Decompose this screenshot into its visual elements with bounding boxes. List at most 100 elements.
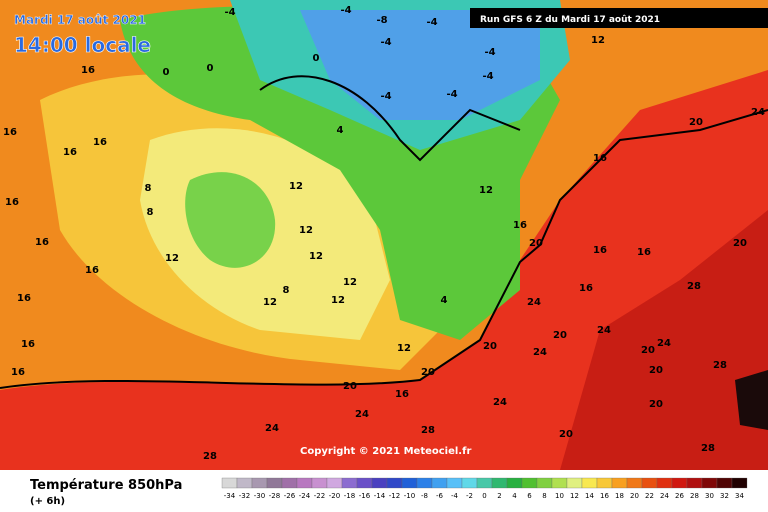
run-info: Run GFS 6 Z du Mardi 17 août 2021 xyxy=(480,15,660,25)
scale-swatch xyxy=(596,477,613,489)
contour-label: 20 xyxy=(559,429,573,440)
contour-label: 16 xyxy=(35,237,49,248)
hot-zone xyxy=(560,210,768,470)
time: 14:00 locale xyxy=(14,33,151,57)
contour-label: 24 xyxy=(493,397,507,408)
contour-label: -4 xyxy=(380,37,391,48)
date: Mardi 17 août 2021 xyxy=(14,13,146,27)
scale-swatch xyxy=(236,477,253,489)
scale-tick-label: 16 xyxy=(600,492,609,500)
scale-tick-label: 12 xyxy=(570,492,579,500)
scale-swatch xyxy=(521,477,538,489)
contour-label: 4 xyxy=(441,295,448,306)
contour-label: 24 xyxy=(751,107,765,118)
scale-swatch xyxy=(461,477,478,489)
scale-swatch xyxy=(281,477,298,489)
contour-label: 28 xyxy=(713,360,727,371)
scale-tick-label: -18 xyxy=(344,492,355,500)
scale-tick-label: -34 xyxy=(224,492,236,500)
contour-label: 16 xyxy=(21,339,35,350)
contour-label: 16 xyxy=(63,147,77,158)
scale-tick-label: 0 xyxy=(482,492,486,500)
contour-label: 16 xyxy=(3,127,17,138)
contour-label: 16 xyxy=(593,245,607,256)
contour-label: 16 xyxy=(17,293,31,304)
contour-label: 8 xyxy=(145,183,152,194)
scale-tick-label: 22 xyxy=(645,492,654,500)
contour-label: 12 xyxy=(165,253,179,264)
isotherm xyxy=(0,109,768,389)
scale-swatch xyxy=(386,477,403,489)
scale-tick-label: 30 xyxy=(705,492,714,500)
scale-swatch xyxy=(566,477,583,489)
scale-tick-label: -32 xyxy=(239,492,250,500)
contour-label: 16 xyxy=(81,65,95,76)
contour-label: 28 xyxy=(421,425,435,436)
scale-swatch xyxy=(476,477,493,489)
scale-swatch xyxy=(491,477,508,489)
contour-label: 12 xyxy=(289,181,303,192)
contour-label: 12 xyxy=(343,277,357,288)
legend-subtitle: (+ 6h) xyxy=(30,496,65,507)
scale-tick-label: -12 xyxy=(389,492,400,500)
contour-label: 28 xyxy=(203,451,217,462)
scale-tick-label: -22 xyxy=(314,492,325,500)
scale-swatch xyxy=(326,477,343,489)
scale-swatch xyxy=(731,477,748,489)
contour-label: 24 xyxy=(527,297,541,308)
legend-area xyxy=(0,470,768,512)
contour-label: 12 xyxy=(299,225,313,236)
contour-label: -4 xyxy=(484,47,495,58)
contour-label: 20 xyxy=(553,330,567,341)
scale-tick-label: 10 xyxy=(555,492,564,500)
scale-tick-label: -30 xyxy=(254,492,265,500)
scale-swatch xyxy=(506,477,523,489)
scale-swatch xyxy=(401,477,418,489)
scale-tick-label: -8 xyxy=(421,492,428,500)
contour-label: 24 xyxy=(533,347,547,358)
scale-swatch xyxy=(296,477,313,489)
contour-label: -4 xyxy=(224,7,235,18)
contour-label: 16 xyxy=(395,389,409,400)
scale-swatch xyxy=(416,477,433,489)
contour-label: -8 xyxy=(376,15,387,26)
contour-label: 28 xyxy=(687,281,701,292)
scale-tick-label: -4 xyxy=(451,492,459,500)
contour-label: 12 xyxy=(397,343,411,354)
contour-label: -4 xyxy=(482,71,493,82)
contour-label: -4 xyxy=(380,91,391,102)
map-labels: 16 16 16 16 16 16 16 16 16 16 8 8 12 12 12 12 12 8 12 12 4 0 0… xyxy=(3,5,765,462)
scale-tick-label: -28 xyxy=(269,492,280,500)
scale-tick-label: 2 xyxy=(497,492,501,500)
scale-swatch xyxy=(701,477,718,489)
scale-swatch xyxy=(311,477,328,489)
scale-swatch xyxy=(611,477,628,489)
contour-label: 20 xyxy=(641,345,655,356)
scale-tick-label: -24 xyxy=(299,492,311,500)
contour-label: 12 xyxy=(479,185,493,196)
scale-tick-label: 18 xyxy=(615,492,624,500)
cold-patch xyxy=(185,172,276,268)
contour-label: 24 xyxy=(597,325,611,336)
contour-label: 20 xyxy=(649,365,663,376)
contour-label: 8 xyxy=(147,207,154,218)
scale-tick-label: 8 xyxy=(542,492,546,500)
contour-label: 16 xyxy=(5,197,19,208)
contour-label: 16 xyxy=(637,247,651,258)
contour-label: 12 xyxy=(591,35,605,46)
contour-label: 16 xyxy=(11,367,25,378)
scale-tick-label: 26 xyxy=(675,492,684,500)
contour-label: 12 xyxy=(309,251,323,262)
scale-swatch xyxy=(581,477,598,489)
contour-label: 20 xyxy=(421,367,435,378)
scale-swatch xyxy=(221,477,238,489)
scale-tick-label: -16 xyxy=(359,492,371,500)
scale-tick-label: -20 xyxy=(329,492,340,500)
color-scale: -34 -32 -30 -28 -26 -24 -22 -20 -18 -16 -14 -12 -10-… xyxy=(221,477,748,500)
scale-tick-label: 20 xyxy=(630,492,639,500)
scale-swatch xyxy=(251,477,268,489)
scale-tick-label: 32 xyxy=(720,492,729,500)
scale-swatch xyxy=(341,477,358,489)
contour-label: 20 xyxy=(343,381,357,392)
